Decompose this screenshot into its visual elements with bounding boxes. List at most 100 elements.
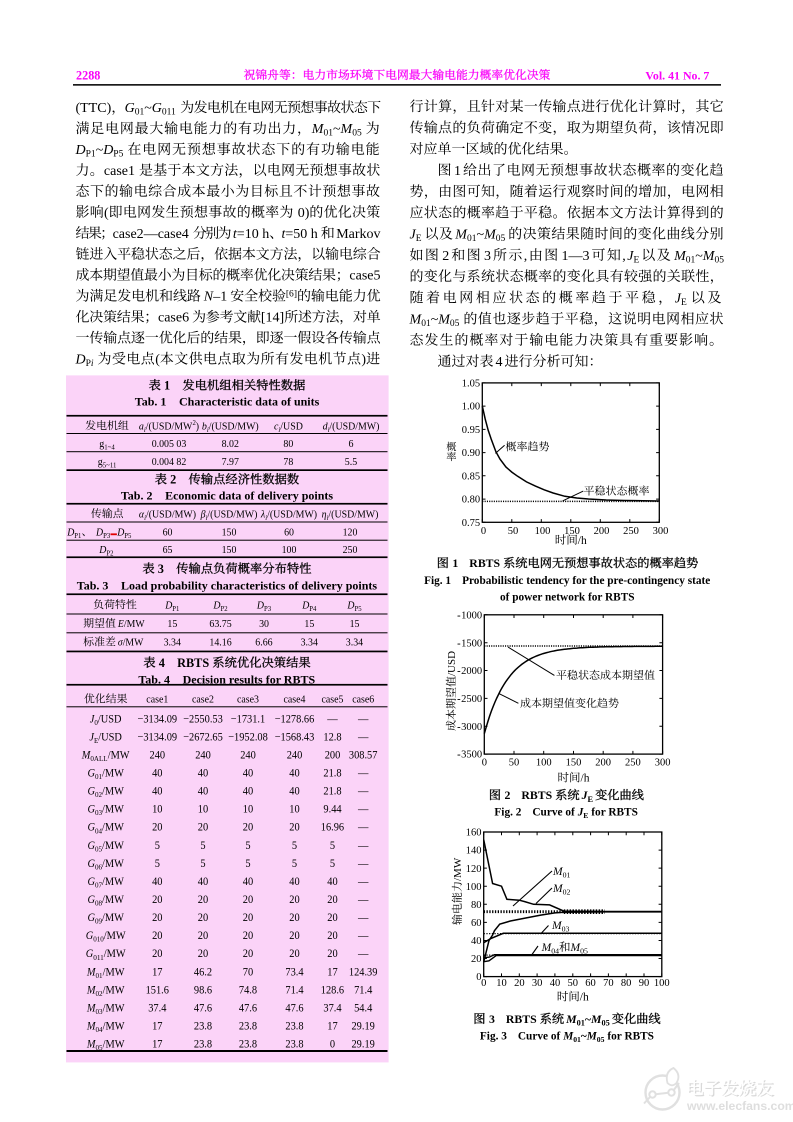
svg-text:80: 80 [283, 438, 293, 450]
svg-text:[6]: [6] [286, 289, 297, 299]
svg-text:23.8: 23.8 [194, 1039, 212, 1051]
svg-text:0: 0 [330, 1039, 335, 1051]
svg-text:05: 05 [580, 947, 588, 956]
svg-text:): ) [361, 353, 366, 368]
svg-text:Decision results for RBTS: Decision results for RBTS [183, 672, 316, 686]
svg-text:02: 02 [96, 989, 103, 998]
svg-text:011: 011 [162, 108, 176, 118]
svg-text:17: 17 [327, 966, 338, 978]
svg-text:~: ~ [695, 249, 703, 264]
svg-text:01: 01 [577, 1019, 585, 1028]
svg-text:—: — [357, 858, 369, 870]
svg-text:200: 200 [594, 526, 610, 537]
svg-text:of power network for RBTS: of power network for RBTS [500, 591, 635, 603]
svg-text:20: 20 [327, 894, 338, 906]
svg-text:9.44: 9.44 [323, 804, 341, 816]
svg-text:8.02: 8.02 [222, 438, 239, 450]
svg-text:−1952.08: −1952.08 [228, 731, 268, 743]
svg-text:1500: 1500 [461, 638, 482, 649]
svg-text:–1: –1 [212, 290, 227, 305]
svg-text:010: 010 [93, 935, 104, 944]
svg-text:20: 20 [152, 894, 163, 906]
svg-text:β: β [200, 508, 206, 520]
svg-text:Probabilistic tendency for the: Probabilistic tendency for the pre-conti… [462, 575, 710, 587]
svg-text:/USD: /USD [446, 651, 458, 676]
svg-text:G: G [152, 101, 162, 116]
svg-text:i: i [206, 513, 208, 522]
svg-text:40: 40 [198, 876, 209, 888]
svg-text:Characteristic data of units: Characteristic data of units [179, 395, 320, 409]
svg-text:01: 01 [135, 108, 145, 118]
svg-text:/(USD/MW): /(USD/MW) [267, 508, 317, 520]
svg-text:E: E [583, 811, 588, 820]
svg-text:240: 240 [195, 749, 211, 761]
svg-text:D: D [95, 526, 103, 538]
svg-text:1: 1 [164, 379, 170, 393]
svg-text:-: - [457, 610, 461, 621]
svg-text:P1: P1 [172, 604, 179, 613]
svg-text:/MW: /MW [123, 637, 144, 649]
svg-text:05: 05 [602, 1019, 610, 1028]
svg-text:90: 90 [639, 978, 650, 989]
svg-text:/USD: /USD [280, 420, 303, 432]
svg-text:G: G [88, 876, 96, 888]
svg-text:10: 10 [243, 804, 254, 816]
svg-text:30: 30 [532, 978, 543, 989]
svg-text:J: J [410, 228, 417, 243]
svg-text:0ALL: 0ALL [90, 754, 107, 763]
svg-text:01: 01 [421, 319, 431, 329]
svg-text:case5: case5 [349, 269, 380, 284]
svg-text:21.8: 21.8 [323, 786, 341, 798]
svg-text:40: 40 [327, 876, 338, 888]
svg-text:0.80: 0.80 [462, 495, 480, 506]
svg-text:−2550.53: −2550.53 [183, 713, 223, 725]
svg-text:08: 08 [95, 899, 102, 908]
svg-text:M: M [311, 122, 325, 137]
svg-text:20: 20 [152, 948, 163, 960]
svg-text:1~4: 1~4 [104, 443, 115, 452]
svg-text:300: 300 [655, 758, 671, 769]
svg-text:G: G [88, 894, 96, 906]
svg-text:g: g [98, 456, 103, 468]
svg-text:3: 3 [489, 1012, 495, 1026]
svg-text:/MW: /MW [103, 966, 125, 978]
svg-text:150: 150 [222, 526, 237, 538]
svg-text:/USD: /USD [98, 731, 122, 743]
svg-text:—: — [357, 713, 369, 725]
svg-text:04: 04 [95, 826, 102, 835]
svg-text:RBTS: RBTS [469, 556, 500, 570]
svg-text:~: ~ [144, 101, 152, 116]
svg-text:20: 20 [289, 912, 300, 924]
svg-text:/USD: /USD [98, 713, 122, 725]
svg-text:100: 100 [282, 544, 297, 556]
svg-text:0: 0 [481, 978, 486, 989]
svg-text:−2672.65: −2672.65 [183, 731, 223, 743]
svg-text:case2: case2 [192, 694, 214, 706]
svg-text:250: 250 [343, 544, 358, 556]
svg-text:P1: P1 [86, 150, 96, 160]
svg-text:20: 20 [152, 912, 163, 924]
svg-text:70: 70 [603, 978, 614, 989]
svg-text:D: D [75, 353, 86, 368]
svg-text:10: 10 [152, 804, 163, 816]
svg-text:0: 0 [94, 718, 98, 727]
svg-text:P: P [86, 359, 91, 369]
svg-text:/MW: /MW [103, 1002, 125, 1014]
svg-text:5: 5 [330, 858, 335, 870]
svg-text:M: M [552, 866, 564, 878]
svg-text:17: 17 [152, 1021, 163, 1033]
svg-text:20: 20 [152, 822, 163, 834]
svg-text:0.005 03: 0.005 03 [152, 438, 187, 450]
svg-text:160: 160 [466, 828, 482, 839]
svg-text:40: 40 [243, 768, 254, 780]
svg-text:20: 20 [327, 948, 338, 960]
svg-text:16.96: 16.96 [321, 822, 345, 834]
svg-text:6.66: 6.66 [255, 637, 273, 649]
svg-text:15: 15 [167, 618, 177, 630]
svg-text:02: 02 [563, 888, 571, 897]
svg-text:29.19: 29.19 [352, 1039, 376, 1051]
svg-text:M: M [340, 122, 354, 137]
svg-text:50: 50 [509, 758, 520, 769]
svg-text:23.8: 23.8 [194, 1021, 212, 1033]
svg-text:01: 01 [96, 971, 103, 980]
